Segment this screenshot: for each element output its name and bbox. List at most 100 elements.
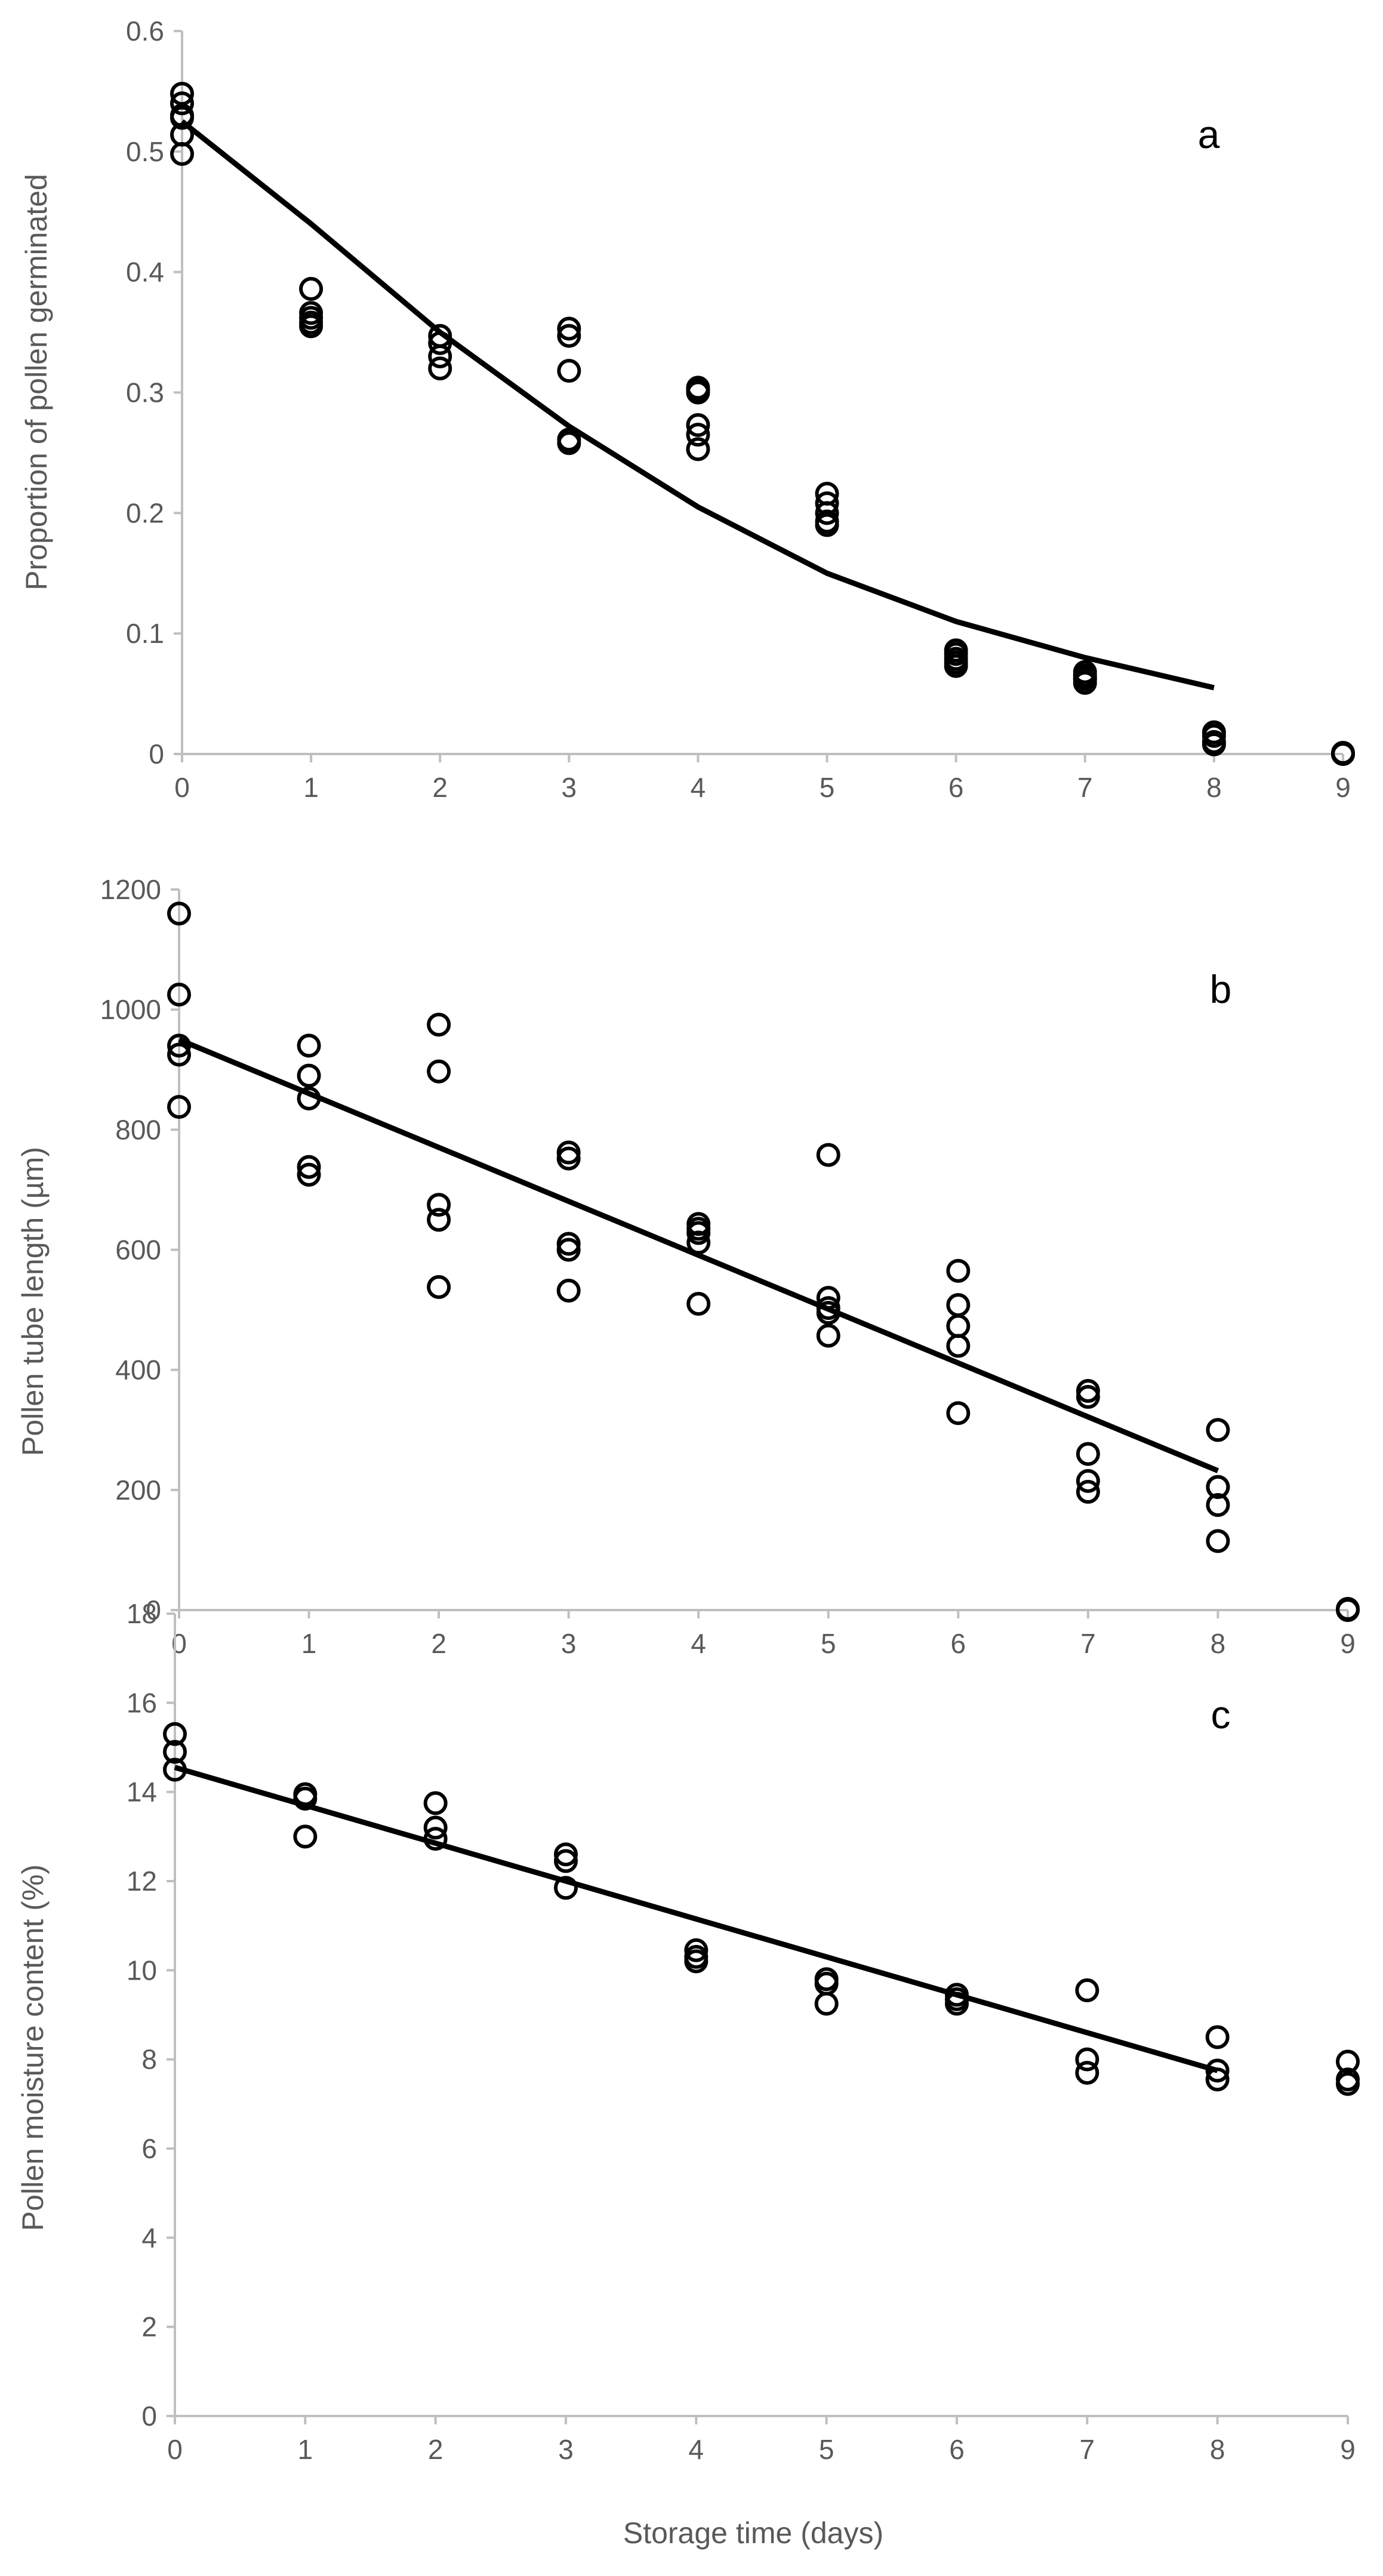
y-tick-label: 16 (127, 1687, 157, 1718)
panel-b-data-point (297, 1063, 321, 1088)
panel-b-fitted-line (178, 1037, 1219, 1473)
panel-b-y-axis-label: Pollen tube length (µm) (16, 1147, 50, 1456)
panel-a-data-point (1202, 732, 1226, 756)
panel-b-data-point (297, 1155, 321, 1179)
panel-b-data-point (946, 1258, 971, 1283)
panel-c-data-point (293, 1824, 318, 1849)
panel-a-data-point (815, 501, 839, 525)
panel-a-data-point (428, 344, 452, 368)
x-tick-label: 6 (948, 772, 964, 803)
panel-b-data-point (816, 1324, 840, 1348)
y-tick-label: 600 (115, 1235, 161, 1266)
panel-b-data-point (1206, 1475, 1230, 1499)
panel-b-data-point (946, 1334, 971, 1358)
panel-c-data-point (684, 1949, 709, 1974)
x-tick-label: 6 (949, 2434, 965, 2465)
x-tick-label: 3 (558, 2434, 574, 2465)
panel-a-data-point (1331, 742, 1355, 766)
panel-a-data-point (557, 316, 581, 341)
x-tick-label: 0 (174, 772, 190, 803)
y-tick-label: 8 (141, 2044, 157, 2075)
panel-b-data-point (167, 1095, 191, 1119)
y-tick-label: 2 (141, 2312, 157, 2343)
y-tick-label: 0 (141, 2400, 157, 2432)
x-tick-label: 3 (561, 1628, 577, 1659)
x-tick-label: 0 (167, 2434, 183, 2465)
x-tick-label: 9 (1340, 1628, 1356, 1659)
x-tick-label: 1 (303, 772, 319, 803)
x-tick-label: 9 (1335, 772, 1351, 803)
x-tick-label: 4 (689, 2434, 704, 2465)
y-tick-label: 400 (115, 1355, 161, 1386)
panel-b-data-point (556, 1146, 581, 1171)
x-tick-label: 7 (1080, 2434, 1095, 2465)
panel-b-data-point (297, 1162, 321, 1187)
panel-c-data-point (1336, 2049, 1360, 2074)
panel-b-data-point (167, 983, 191, 1007)
panel-b-data-point (686, 1221, 711, 1245)
panel-b-data-point (427, 1193, 451, 1217)
panel-c-data-point (1205, 2025, 1230, 2049)
panel-a-data-point (170, 91, 194, 116)
panel-c-data-point (1075, 1978, 1099, 2002)
panel-c-data-point (423, 1815, 448, 1840)
panel-c-letter: c (1211, 1692, 1231, 1737)
panel-b-data-point (556, 1278, 581, 1303)
y-tick-label: 0.5 (126, 136, 164, 167)
x-tick-label: 8 (1210, 2434, 1225, 2465)
x-tick-label: 8 (1206, 772, 1222, 803)
x-tick-label: 4 (691, 1628, 706, 1659)
panel-a-data-point (686, 380, 710, 405)
panel-c-y-axis-label: Pollen moisture content (%) (16, 1864, 50, 2231)
x-tick-label: 1 (298, 2434, 313, 2465)
y-tick-label: 10 (127, 1955, 157, 1986)
x-tick-label: 5 (820, 772, 835, 803)
x-tick-label: 2 (431, 1628, 446, 1659)
y-tick-label: 800 (115, 1114, 161, 1145)
panel-a-data-point (944, 654, 968, 678)
panel-c-data-point (1075, 2061, 1099, 2085)
panel-b-data-point (297, 1033, 321, 1058)
x-tick-label: 3 (562, 772, 577, 803)
x-tick-label: 7 (1077, 772, 1093, 803)
panel-a-data-point (686, 423, 710, 447)
panel-c-marks (163, 1722, 1360, 2096)
y-tick-label: 14 (127, 1777, 157, 1808)
panel-b-data-point (1076, 1384, 1100, 1409)
panel-a-data-point (557, 431, 581, 456)
x-tick-label: 5 (821, 1628, 836, 1659)
panel-b-data-point (686, 1292, 711, 1316)
panel-c-data-point (423, 1791, 448, 1815)
y-tick-label: 6 (141, 2133, 157, 2164)
panel-a-axes: 0 0.1 0.2 0.3 0.4 0.5 0.6 0 1 2 3 4 5 6 7 8 9 (126, 16, 1351, 803)
x-tick-label: 1 (301, 1628, 317, 1659)
panel-b-data-point (946, 1314, 971, 1338)
panel-a-data-point (170, 141, 194, 166)
panel-b-data-point (1206, 1418, 1230, 1442)
panel-b-data-point (816, 1143, 840, 1167)
panel-a-data-point (557, 324, 581, 348)
panel-c-data-point (554, 1876, 578, 1900)
x-tick-label: 7 (1080, 1628, 1096, 1659)
panel-a-data-point (428, 356, 452, 381)
panel-a-data-point (557, 359, 581, 383)
panel-a: 0 0.1 0.2 0.3 0.4 0.5 0.6 0 1 2 3 4 5 6 7 8 9 Proportion… (20, 16, 1355, 803)
panel-b-data-point (1206, 1492, 1230, 1517)
panel-a-data-point (1073, 670, 1097, 695)
panel-b-letter: b (1210, 967, 1232, 1011)
x-tick-label: 2 (428, 2434, 443, 2465)
panel-c-data-point (554, 1849, 578, 1873)
y-tick-label: 0.6 (126, 16, 164, 47)
y-tick-label: 4 (141, 2222, 157, 2253)
panel-b-data-point (427, 1012, 451, 1037)
x-tick-label: 2 (432, 772, 448, 803)
panel-c-data-point (554, 1842, 578, 1867)
panel-a-data-point (170, 103, 194, 128)
x-tick-label: 6 (951, 1628, 966, 1659)
panel-b-data-point (556, 1238, 581, 1262)
y-tick-label: 0 (149, 738, 164, 770)
